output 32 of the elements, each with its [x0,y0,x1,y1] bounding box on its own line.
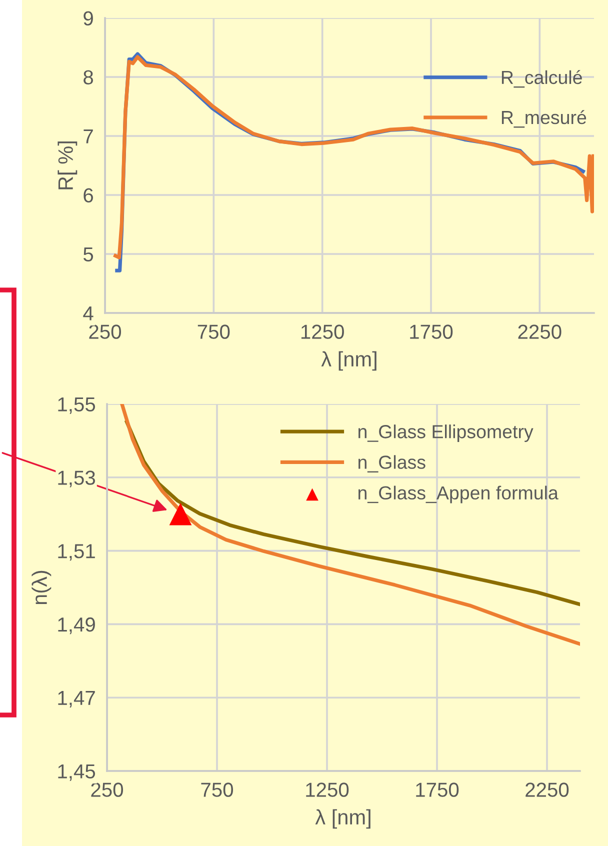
y-tick-label: 9 [84,11,93,26]
x-tick-label: 1250 [306,782,349,797]
legend-label: n_Glass Ellipsometry [358,424,534,442]
y-axis-title: R[ %] [58,142,78,190]
x-tick-label: 250 [89,324,122,339]
y-tick-label: 1,47 [58,691,95,708]
x-axis-title: λ [nm] [321,351,376,371]
x-tick-label: 2250 [518,324,562,339]
y-tick-label: 1,49 [58,617,95,634]
x-tick-label: 750 [198,324,230,339]
y-tick-label: 4 [83,306,94,320]
x-tick-label: 750 [201,782,234,797]
x-tick-label: 1250 [301,324,344,339]
y-axis-title: n(λ) [32,570,52,604]
y-tick-label: 7 [84,129,93,144]
legend-label: R_mesuré [502,110,586,128]
x-tick-label: 1750 [416,782,459,797]
legend-label: n_Glass [358,455,426,472]
y-tick-label: 1,51 [58,544,95,561]
x-tick-label: 250 [91,782,124,797]
y-tick-label: 1,45 [58,764,96,781]
legend-label: R_calculé [502,70,582,88]
x-axis-title: λ [nm] [315,809,370,829]
legend-label: n_Glass_Appen formula [358,486,558,504]
y-tick-label: 1,55 [58,397,96,414]
y-tick-label: 8 [84,70,94,84]
y-tick-label: 5 [83,247,94,262]
line-series [120,404,580,646]
y-tick-label: 6 [84,188,94,202]
x-tick-label: 2250 [526,782,569,797]
y-tick-label: 1,53 [58,470,96,488]
x-tick-label: 1750 [410,324,453,339]
